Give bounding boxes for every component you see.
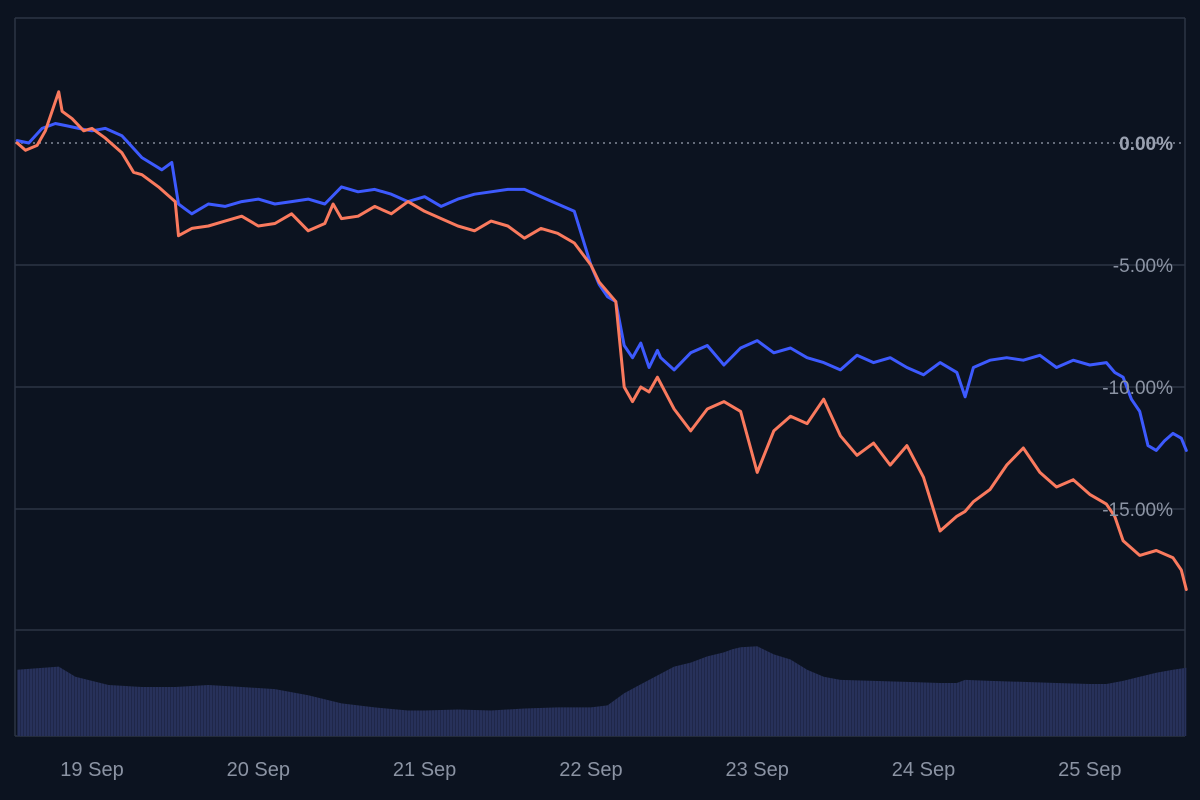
y-tick-label: -5.00% — [1113, 256, 1173, 277]
x-tick-label: 20 Sep — [227, 759, 290, 781]
x-axis: 19 Sep 20 Sep 21 Sep 22 Sep 23 Sep 24 Sep 25 S… — [60, 759, 1121, 781]
y-axis: 0.00% -5.00% -10.00% -15.00% — [1102, 134, 1173, 521]
x-tick-label: 25 Sep — [1058, 759, 1121, 781]
x-tick-label: 23 Sep — [726, 759, 789, 781]
y-tick-label: 0.00% — [1119, 134, 1173, 155]
x-tick-label: 21 Sep — [393, 759, 456, 781]
y-tick-label: -10.00% — [1102, 378, 1173, 399]
series-line-orange — [15, 90, 1188, 591]
x-tick-label: 19 Sep — [60, 759, 123, 781]
volume-area-fill — [17, 646, 1187, 736]
series-line-blue — [15, 122, 1188, 452]
y-tick-label: -15.00% — [1102, 500, 1173, 521]
x-tick-label: 22 Sep — [559, 759, 622, 781]
x-tick-label: 24 Sep — [892, 759, 955, 781]
series-lines — [15, 90, 1188, 591]
volume-area — [17, 646, 1187, 736]
